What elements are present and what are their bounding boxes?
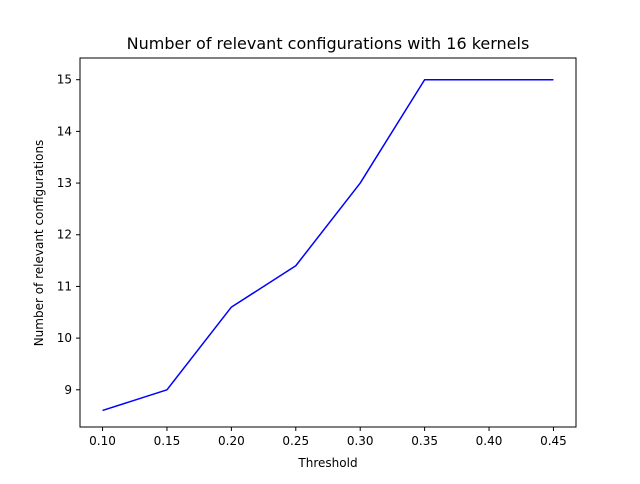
- y-axis: 9 10 11 12 13 14 15: [57, 73, 80, 397]
- series-line: [102, 78, 554, 412]
- y-tick-label: 14: [57, 124, 72, 138]
- x-tick-label: 0.10: [89, 434, 116, 448]
- axes-frame: [79, 57, 577, 428]
- x-tick-label: 0.40: [476, 434, 503, 448]
- y-tick-label: 15: [57, 73, 72, 87]
- x-axis: 0.10 0.15 0.20 0.25 0.30 0.35 0.40 0.45: [89, 427, 567, 448]
- plot-area: [102, 78, 554, 412]
- y-tick-label: 11: [57, 279, 72, 293]
- chart-title: Number of relevant configurations with 1…: [127, 34, 530, 53]
- y-tick-label: 13: [57, 176, 72, 190]
- y-axis-label: Number of relevant configurations: [32, 140, 46, 347]
- y-tick-label: 9: [64, 383, 72, 397]
- x-tick-label: 0.25: [282, 434, 309, 448]
- x-tick-label: 0.35: [411, 434, 438, 448]
- y-tick-label: 12: [57, 228, 72, 242]
- x-tick-label: 0.30: [347, 434, 374, 448]
- x-axis-label: Threshold: [297, 456, 357, 470]
- y-tick-label: 10: [57, 331, 72, 345]
- x-tick-label: 0.45: [540, 434, 567, 448]
- x-tick-label: 0.20: [218, 434, 245, 448]
- x-tick-label: 0.15: [154, 434, 181, 448]
